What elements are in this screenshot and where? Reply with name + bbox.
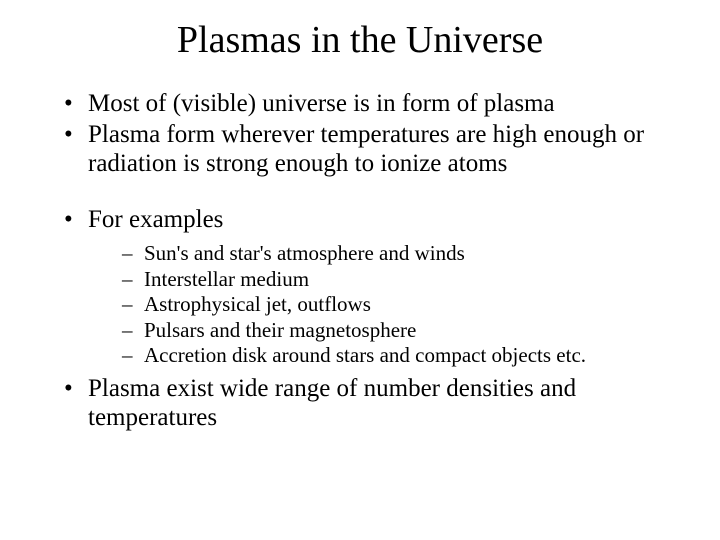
bullet-list: For examples Sun's and star's atmosphere… [40,206,680,432]
sub-item: Pulsars and their magnetosphere [122,318,680,344]
bullet-text: For examples [88,206,223,233]
bullet-item: Plasma form wherever temperatures are hi… [64,121,680,179]
bullet-item: Plasma exist wide range of number densit… [64,375,680,433]
slide-title: Plasmas in the Universe [40,18,680,62]
bullet-item: Most of (visible) universe is in form of… [64,90,680,119]
bullet-item: For examples Sun's and star's atmosphere… [64,206,680,369]
sub-item: Accretion disk around stars and compact … [122,343,680,369]
sub-item: Sun's and star's atmosphere and winds [122,241,680,267]
bullet-list: Most of (visible) universe is in form of… [40,90,680,178]
sub-list: Sun's and star's atmosphere and winds In… [88,241,680,369]
sub-item: Interstellar medium [122,267,680,293]
sub-item: Astrophysical jet, outflows [122,292,680,318]
